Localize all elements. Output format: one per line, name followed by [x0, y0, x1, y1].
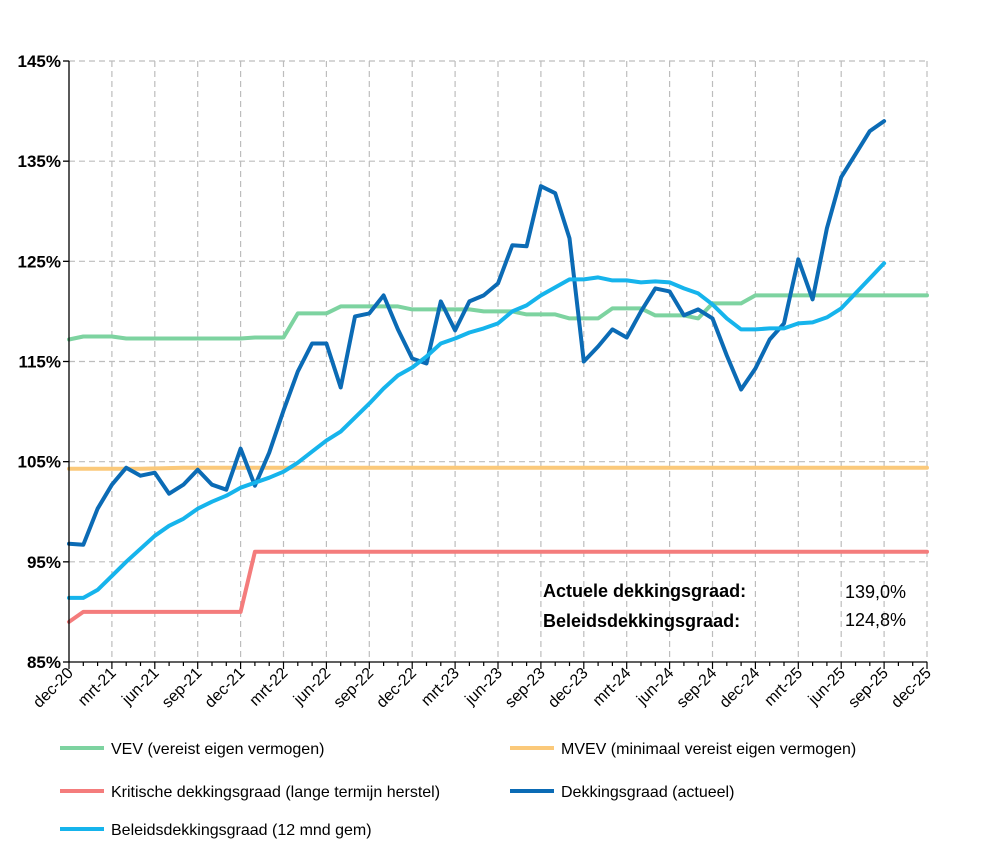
legend-label-1: MVEV (minimaal vereist eigen vermogen) — [561, 741, 856, 758]
y-tick-label: 135% — [18, 152, 61, 171]
y-tick-label: 95% — [27, 553, 61, 572]
y-tick-label: 125% — [18, 252, 61, 271]
y-tick-label: 105% — [18, 453, 61, 472]
policy-coverage-value: 124,8% — [845, 610, 906, 630]
series-line-2 — [67, 549, 929, 624]
legend-label-0: VEV (vereist eigen vermogen) — [111, 741, 324, 758]
series-line-0 — [67, 293, 929, 342]
y-tick-label: 145% — [18, 52, 61, 71]
y-tick-labels: 85% 95% 105% 115% 125% 135% 145% — [18, 52, 61, 672]
series-line-4 — [67, 261, 887, 600]
annotation-box: Actuele dekkingsgraad: 139,0% Beleidsdek… — [543, 581, 906, 631]
actual-coverage-value: 139,0% — [845, 582, 906, 602]
policy-coverage-label: Beleidsdekkingsgraad: — [543, 611, 740, 631]
series-lines — [67, 119, 929, 624]
legend: VEV (vereist eigen vermogen) MVEV (minima… — [60, 741, 856, 839]
y-tick-label: 115% — [18, 353, 61, 372]
actual-coverage-label: Actuele dekkingsgraad: — [543, 581, 746, 601]
legend-label-3: Dekkingsgraad (actueel) — [561, 784, 734, 801]
series-line-1 — [67, 465, 929, 471]
y-tick-label: 85% — [27, 653, 61, 672]
axes — [63, 60, 928, 669]
legend-label-2: Kritische dekkingsgraad (lange termijn h… — [111, 784, 440, 801]
series-line-3 — [67, 119, 887, 547]
legend-label-4: Beleidsdekkingsgraad (12 mnd gem) — [111, 822, 372, 839]
grid — [69, 60, 928, 662]
